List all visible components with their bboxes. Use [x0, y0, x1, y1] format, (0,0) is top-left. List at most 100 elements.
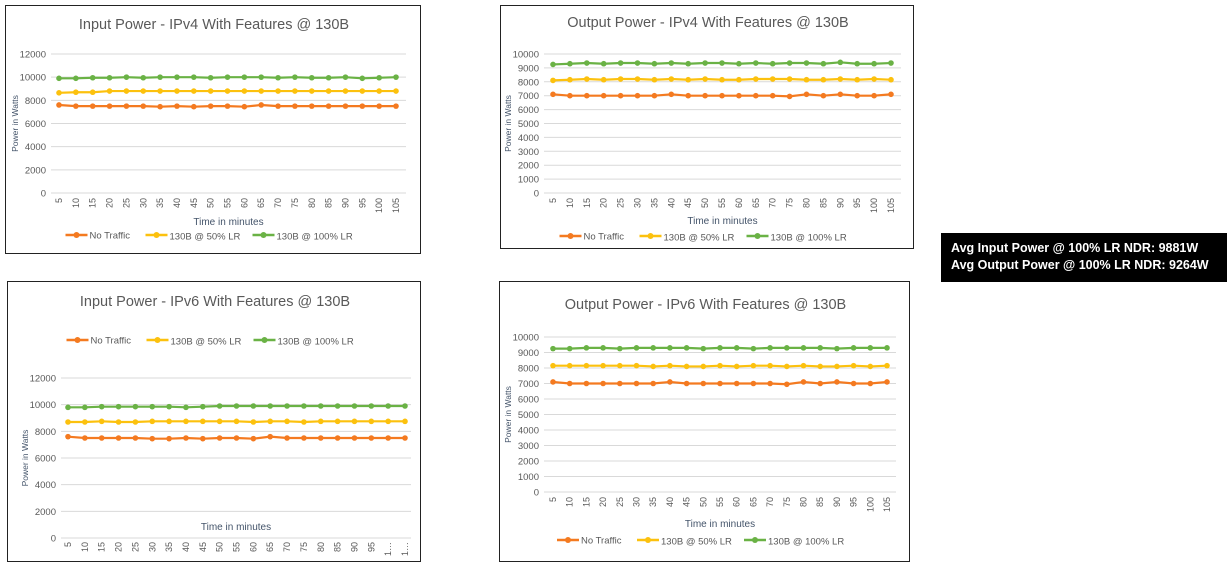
data-point [550, 379, 556, 385]
data-point [667, 379, 673, 385]
data-point [56, 102, 62, 108]
data-point [216, 403, 223, 409]
x-tick-label: 70 [282, 542, 292, 552]
x-tick-label: 10 [565, 497, 575, 507]
chart-svg: Input Power - IPv6 With Features @ 130B 0… [20, 294, 411, 556]
data-point [784, 381, 790, 388]
data-point [174, 74, 180, 80]
y-tick-label: 0 [41, 189, 46, 200]
data-point [820, 60, 827, 67]
data-point [275, 103, 281, 109]
data-point [634, 76, 641, 82]
data-point [250, 419, 257, 425]
data-point [617, 92, 624, 99]
data-point [854, 60, 860, 67]
data-point [850, 345, 857, 351]
data-point [317, 418, 324, 425]
data-point [583, 380, 590, 387]
data-point [683, 363, 690, 370]
x-tick-label: 90 [832, 497, 842, 507]
chart-title: Output Power - IPv6 With Features @ 130B [565, 297, 846, 313]
x-tick-label: 75 [785, 198, 795, 208]
data-point [115, 435, 122, 441]
y-tick-label: 9000 [518, 63, 539, 74]
y-tick-label: 5000 [518, 119, 539, 130]
data-point [550, 345, 556, 352]
data-point [393, 74, 399, 80]
data-point [89, 89, 96, 96]
y-tick-label: 10000 [513, 50, 539, 61]
data-point [284, 435, 290, 441]
legend-marker [73, 232, 80, 238]
data-point [368, 418, 375, 425]
x-tick-label: 30 [632, 497, 642, 507]
x-tick-label: 95 [357, 198, 367, 208]
chart-svg: Output Power - IPv4 With Features @ 130B… [503, 15, 901, 244]
y-tick-label: 9000 [518, 348, 539, 359]
x-tick-label: 100 [374, 198, 384, 213]
data-point [65, 419, 71, 425]
chart-title: Input Power - IPv4 With Features @ 130B [79, 17, 349, 33]
x-tick-label: 1… [383, 542, 393, 556]
data-point [140, 74, 147, 81]
x-tick-label: 55 [232, 542, 242, 552]
y-axis-label: Power in Watts [503, 386, 513, 443]
x-axis-label: Time in minutes [193, 217, 263, 228]
data-point [334, 403, 341, 409]
data-point [207, 74, 214, 81]
data-point [224, 88, 231, 94]
avg-input-power-text: Avg Input Power @ 100% LR NDR: 9881W [951, 241, 1199, 255]
data-point [820, 76, 827, 83]
data-point [634, 60, 641, 66]
data-point [123, 103, 130, 109]
data-point [132, 419, 139, 425]
y-tick-label: 4000 [25, 142, 46, 153]
data-point [700, 345, 707, 352]
data-point [800, 345, 807, 351]
data-point [385, 418, 391, 425]
data-point [123, 88, 130, 94]
x-tick-label: 20 [599, 198, 609, 208]
x-tick-label: 95 [852, 198, 862, 208]
average-power-note: Avg Input Power @ 100% LR NDR: 9881W Avg… [941, 233, 1227, 282]
x-tick-label: 10 [71, 198, 81, 208]
x-tick-label: 15 [582, 198, 592, 208]
data-point [566, 345, 573, 352]
y-tick-label: 8000 [518, 77, 539, 88]
data-point [123, 74, 130, 80]
chart-input-power-ipv6: Input Power - IPv6 With Features @ 130B 0… [7, 281, 421, 562]
data-point [73, 103, 79, 109]
legend-label: 130B @ 50% LR [170, 232, 241, 243]
chart-title: Input Power - IPv6 With Features @ 130B [80, 294, 350, 310]
legend-marker [567, 233, 574, 239]
y-tick-label: 0 [534, 488, 539, 499]
data-point [73, 75, 79, 82]
data-point [803, 91, 810, 98]
x-tick-label: 75 [290, 198, 300, 208]
data-point [834, 363, 840, 370]
data-point [82, 419, 88, 425]
data-point [216, 418, 223, 425]
data-point [817, 363, 823, 370]
data-point [717, 380, 723, 387]
x-tick-label: 50 [700, 198, 710, 208]
data-point [200, 403, 206, 410]
data-point [106, 74, 113, 81]
data-point [301, 403, 307, 409]
legend-label: 130B @ 100% LR [768, 537, 844, 548]
y-axis-label: Power in Watts [10, 95, 20, 152]
data-point [351, 403, 358, 409]
x-tick-label: 25 [121, 198, 131, 208]
x-tick-label: 65 [748, 497, 758, 507]
data-point [275, 88, 281, 94]
data-point [149, 435, 156, 442]
data-point [317, 435, 324, 441]
data-point [65, 404, 71, 411]
data-point [132, 403, 139, 410]
x-tick-label: 10 [80, 542, 90, 552]
data-point [617, 380, 623, 387]
data-point [106, 103, 113, 109]
data-point [867, 363, 874, 370]
data-point [550, 77, 556, 84]
data-point [368, 435, 375, 441]
